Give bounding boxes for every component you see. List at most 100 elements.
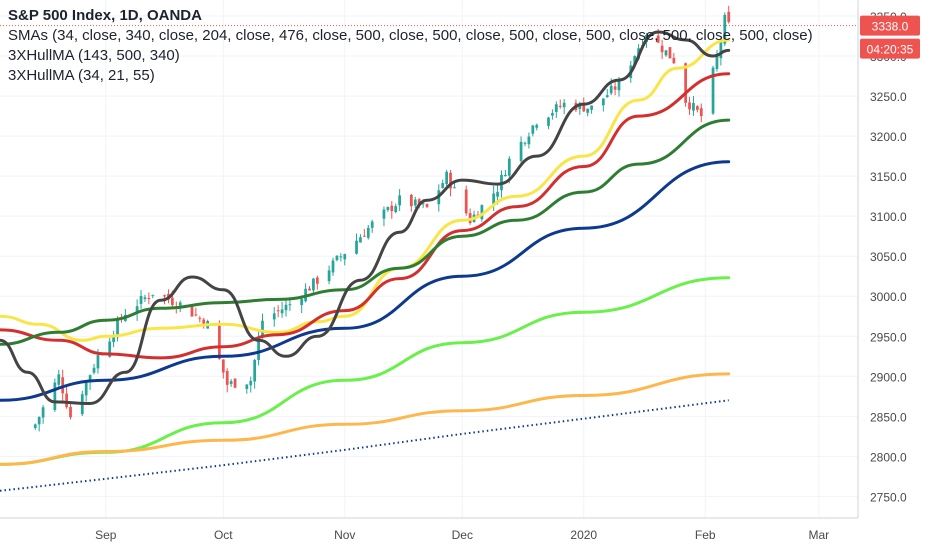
indicator-line-1: [0, 72, 731, 360]
candle-body: [37, 416, 41, 425]
candle-body: [445, 171, 449, 185]
candle-body: [531, 125, 535, 134]
candle-body: [672, 57, 676, 64]
candle-body: [413, 199, 417, 206]
candle-body: [492, 193, 496, 205]
countdown-box: [860, 38, 920, 59]
candle-body: [617, 79, 621, 91]
candle-body: [688, 102, 691, 110]
indicator-line-5: [0, 372, 731, 466]
candle-body: [715, 56, 719, 69]
candle-body: [276, 310, 280, 312]
x-tick-label: Dec: [452, 528, 473, 542]
candle-body: [249, 380, 253, 386]
legend-smas: SMAs (34, close, 340, close, 204, close,…: [8, 27, 813, 44]
legend-hull-2: 3XHullMA (34, 21, 55): [8, 67, 155, 84]
candle-body: [699, 108, 703, 117]
y-tick-label: 3250.0: [870, 90, 907, 104]
indicator-line-3: [0, 160, 731, 402]
candle-body: [355, 240, 358, 254]
candle-body: [171, 297, 174, 306]
candle-body: [41, 407, 45, 418]
candle-body: [69, 406, 72, 418]
candle-body: [464, 189, 468, 214]
y-tick-label: 2800.0: [870, 450, 907, 464]
candle-body: [284, 304, 288, 311]
last-price-label: 3338.0: [872, 20, 909, 34]
axes: 2750.0 2800.0 2850.0 2900.0 2950.0 3000.0 3050…: [0, 0, 920, 542]
candle-body: [288, 304, 292, 306]
candle-body: [449, 172, 452, 189]
candle-body: [245, 384, 249, 389]
legend-hull-1: 3XHullMA (143, 500, 340): [8, 47, 180, 64]
indicator-line-7: [0, 30, 731, 405]
candle-body: [590, 105, 593, 110]
candle-body: [65, 393, 68, 408]
indicator-lines: [0, 30, 731, 492]
candle-body: [116, 319, 119, 338]
candle-body: [143, 297, 147, 300]
candle-body: [390, 205, 394, 212]
candle-body: [562, 102, 566, 108]
candle-body: [711, 67, 715, 114]
candle-body: [151, 294, 155, 296]
candle-body: [727, 11, 731, 22]
countdown-label: 04:20:35: [867, 43, 914, 57]
candle-body: [668, 47, 672, 59]
candle-body: [272, 313, 276, 320]
candle-body: [147, 298, 151, 300]
candle-body: [601, 98, 605, 106]
candle-body: [202, 319, 206, 327]
candle-body: [382, 209, 386, 219]
candle-body: [609, 85, 613, 94]
candle-body: [692, 103, 695, 111]
candle-body: [527, 136, 531, 145]
candle-body: [613, 86, 617, 90]
candle-body: [409, 194, 413, 207]
candle-body: [394, 206, 398, 213]
candle-body: [233, 378, 237, 388]
candle-body: [33, 424, 37, 428]
candle-body: [135, 306, 139, 314]
candle-body: [507, 158, 511, 176]
candle-body: [327, 270, 331, 282]
candle-body: [225, 371, 229, 385]
candle-body: [308, 288, 311, 291]
indicator-line-2: [0, 118, 731, 346]
candle-body: [88, 375, 92, 383]
candle-body: [719, 40, 723, 59]
indicator-line-6: [0, 399, 729, 492]
candle-body: [96, 355, 100, 369]
candle-body: [633, 56, 637, 65]
candle-body: [586, 108, 590, 113]
candle-body: [312, 278, 315, 291]
candle-body: [660, 45, 664, 53]
candle-body: [343, 254, 347, 260]
candle-body: [229, 381, 233, 384]
y-tick-label: 2750.0: [870, 490, 907, 504]
candle-body: [558, 105, 562, 107]
candle-body: [339, 256, 343, 258]
candle-body: [656, 35, 660, 43]
x-tick-label: 2020: [570, 528, 597, 542]
y-tick-label: 3000.0: [870, 290, 907, 304]
candle-body: [198, 318, 202, 320]
candle-body: [684, 63, 687, 103]
candle-body: [108, 341, 112, 357]
candle-body: [253, 359, 257, 382]
candle-body: [190, 305, 194, 317]
candle-body: [57, 374, 61, 385]
candle-body: [84, 381, 88, 396]
candle-body: [257, 338, 260, 360]
candle-body: [194, 314, 198, 316]
candle-body: [300, 298, 304, 306]
candle-body: [425, 204, 429, 207]
candle-body: [362, 235, 366, 237]
candle-body: [504, 174, 507, 177]
x-tick-label: Oct: [214, 528, 233, 542]
candle-body: [453, 187, 456, 189]
candle-body: [335, 255, 339, 261]
candle-body: [523, 142, 527, 144]
y-tick-label: 3100.0: [870, 210, 907, 224]
